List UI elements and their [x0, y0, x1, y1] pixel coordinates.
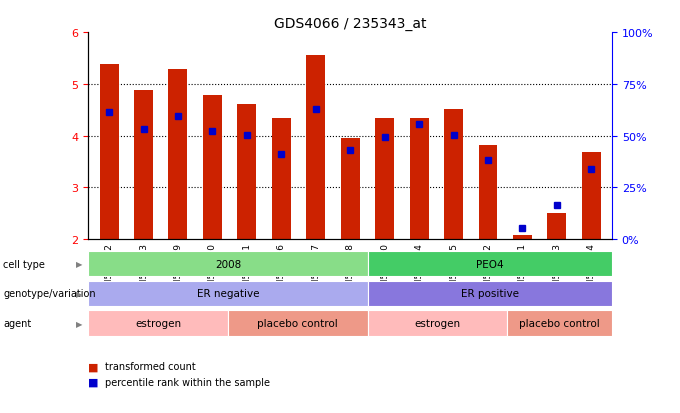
Bar — [368, 311, 507, 336]
Text: PEO4: PEO4 — [476, 259, 504, 269]
Text: ■: ■ — [88, 361, 99, 371]
Text: estrogen: estrogen — [135, 318, 182, 328]
Text: ■: ■ — [88, 377, 99, 387]
Bar — [88, 251, 368, 277]
Text: transformed count: transformed count — [105, 361, 196, 371]
Bar — [203, 96, 222, 240]
Text: agent: agent — [3, 318, 32, 328]
Text: placebo control: placebo control — [520, 318, 600, 328]
Bar — [375, 118, 394, 240]
Bar — [237, 104, 256, 240]
Bar — [513, 235, 532, 240]
Bar — [99, 65, 118, 240]
Bar — [479, 146, 498, 240]
Bar — [368, 251, 612, 277]
Text: ▶: ▶ — [76, 259, 83, 268]
Bar — [306, 56, 325, 240]
Bar — [272, 118, 291, 240]
Text: ER positive: ER positive — [461, 289, 519, 299]
Bar — [134, 91, 153, 240]
Text: placebo control: placebo control — [258, 318, 338, 328]
Bar — [582, 153, 601, 240]
Bar — [88, 281, 368, 306]
Bar — [547, 214, 566, 240]
Text: percentile rank within the sample: percentile rank within the sample — [105, 377, 271, 387]
Text: ER negative: ER negative — [197, 289, 259, 299]
Bar — [341, 138, 360, 240]
Text: genotype/variation: genotype/variation — [3, 289, 96, 299]
Text: ▶: ▶ — [76, 319, 83, 328]
Text: estrogen: estrogen — [414, 318, 460, 328]
Text: 2008: 2008 — [215, 259, 241, 269]
Bar — [507, 311, 612, 336]
Bar — [444, 109, 463, 240]
Bar — [169, 70, 188, 240]
Text: cell type: cell type — [3, 259, 46, 269]
Title: GDS4066 / 235343_at: GDS4066 / 235343_at — [274, 17, 426, 31]
Bar — [368, 281, 612, 306]
Bar — [228, 311, 368, 336]
Bar — [409, 118, 428, 240]
Text: ▶: ▶ — [76, 289, 83, 298]
Bar — [88, 311, 228, 336]
